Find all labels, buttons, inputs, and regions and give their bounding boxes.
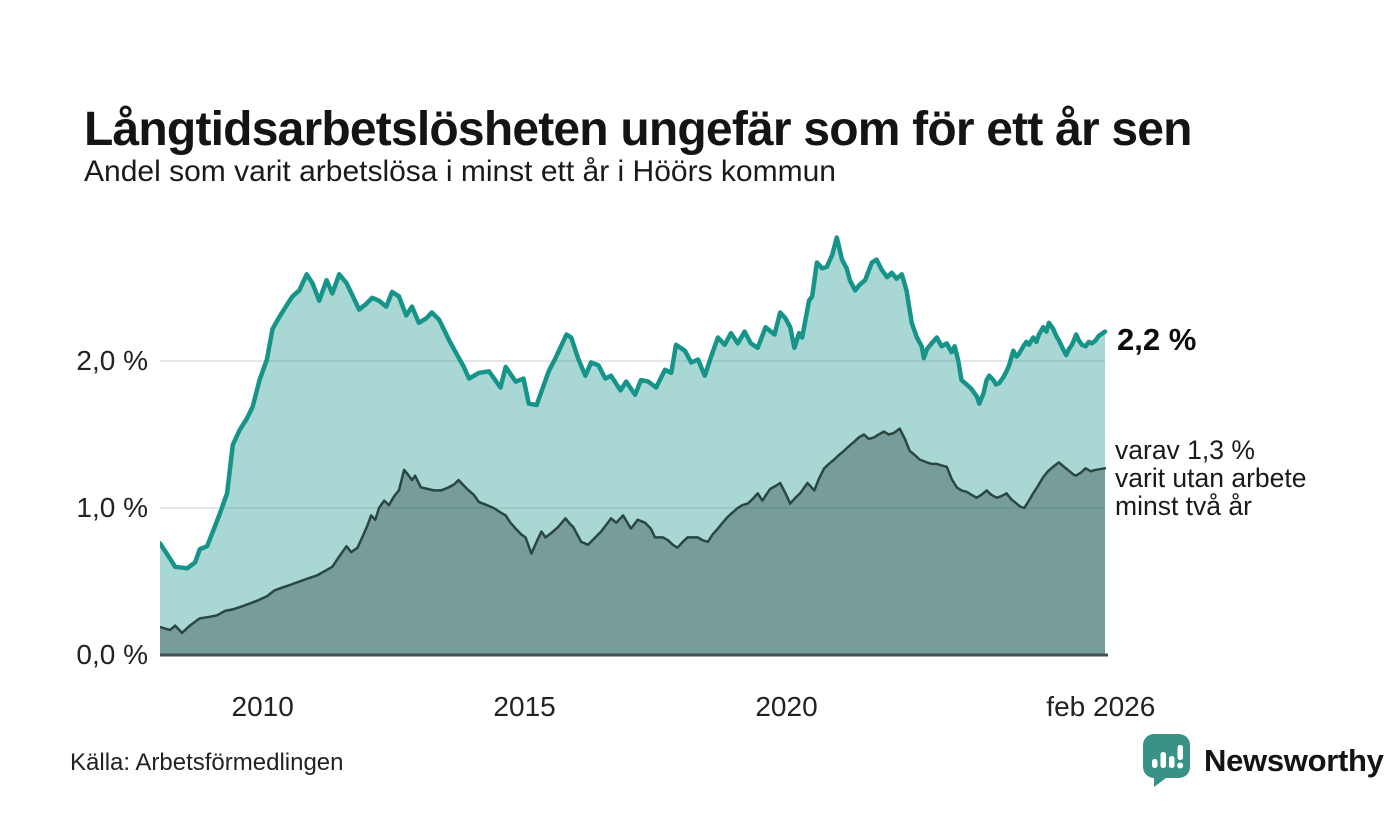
- annotation-line: minst två år: [1115, 491, 1252, 521]
- page-title: Långtidsarbetslösheten ungefär som för e…: [84, 103, 1193, 157]
- y-tick-label: 1,0 %: [76, 492, 148, 523]
- x-tick-label: 2010: [231, 691, 294, 722]
- x-tick-label: 2015: [493, 691, 556, 722]
- chart-area: [157, 220, 1108, 660]
- y-tick-label: 2,0 %: [76, 345, 148, 376]
- x-tick-label: feb 2026: [1046, 691, 1156, 722]
- brand-logo: Newsworthy: [1142, 733, 1384, 788]
- newsworthy-logo-icon: [1143, 734, 1190, 787]
- secondary-series-annotation: varav 1,3 % varit utan arbete minst två år: [1115, 436, 1307, 520]
- y-tick-label: 0,0 %: [76, 639, 148, 670]
- area-series-1: [160, 237, 1105, 655]
- chart-svg: [157, 235, 1108, 657]
- annotation-line: varav 1,3 %: [1115, 435, 1255, 465]
- x-tick-label: 2020: [755, 691, 818, 722]
- source-attribution: Källa: Arbetsförmedlingen: [70, 749, 344, 776]
- area-series-2: [160, 428, 1105, 655]
- latest-value-label: 2,2 %: [1117, 322, 1197, 357]
- brand-wordmark: Newsworthy: [1204, 742, 1384, 778]
- chart-subtitle: Andel som varit arbetslösa i minst ett å…: [84, 155, 836, 188]
- annotation-line: varit utan arbete: [1115, 463, 1307, 493]
- line-series-1: [157, 235, 1108, 571]
- line-series-2: [158, 427, 1107, 635]
